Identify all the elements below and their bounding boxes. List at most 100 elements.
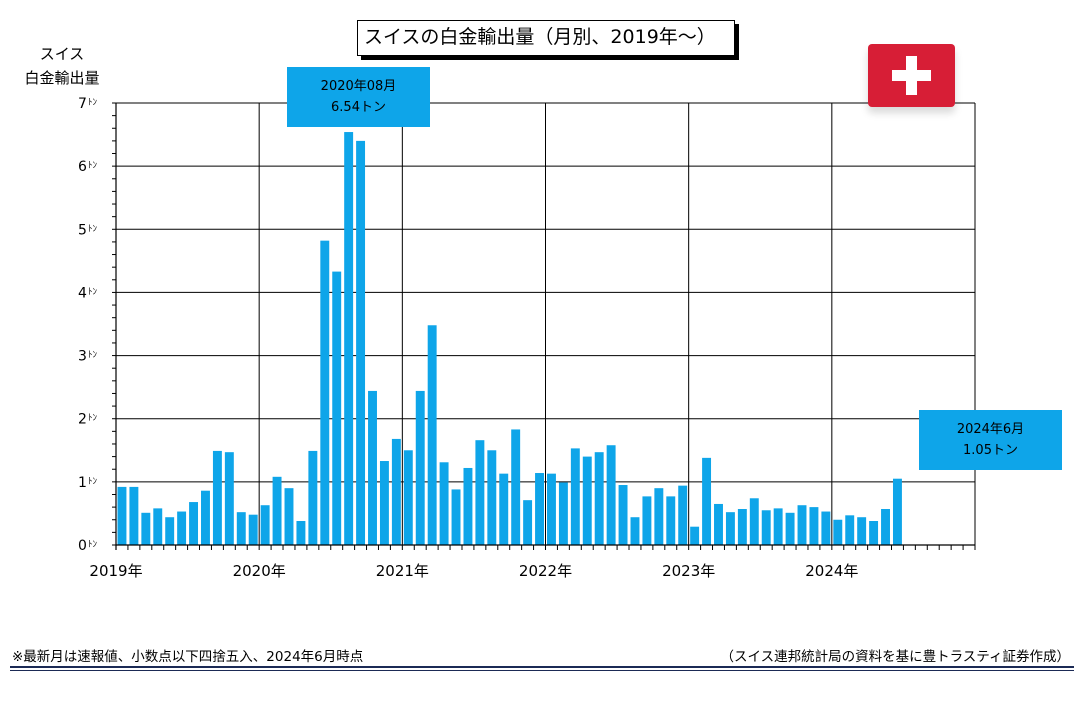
bar: [236, 512, 246, 545]
bar: [725, 512, 735, 545]
y-tick-unit: ﾄﾝ: [88, 414, 98, 424]
latest-callout-value: 1.05トン: [963, 443, 1018, 458]
bar: [809, 507, 819, 545]
y-tick-label: 2: [78, 412, 87, 428]
bar: [117, 486, 127, 545]
bar: [511, 429, 521, 545]
bar: [869, 521, 879, 545]
bar: [320, 240, 330, 545]
bar: [523, 500, 533, 545]
y-tick-label: 5: [78, 222, 87, 238]
bar: [463, 467, 473, 545]
bar: [857, 517, 867, 545]
bar: [547, 473, 556, 545]
bar: [201, 490, 210, 545]
bar: [439, 462, 449, 545]
swiss-flag-icon: [868, 44, 955, 107]
peak-callout: 2020年08月 6.54トン: [287, 67, 430, 127]
bar: [749, 498, 759, 545]
y-tick-label: 4: [78, 285, 87, 301]
bar: [344, 132, 354, 545]
y-tick-label: 1: [78, 475, 87, 491]
y-tick-unit: ﾄﾝ: [88, 224, 98, 234]
bar: [773, 508, 783, 545]
bar: [451, 489, 461, 545]
bar: [177, 511, 187, 545]
bar: [785, 512, 795, 545]
footer-rule: [10, 666, 1074, 668]
bar: [427, 325, 437, 545]
y-tick-unit: ﾄﾝ: [88, 98, 98, 108]
y-tick-label: 3: [78, 349, 87, 365]
y-tick-unit: ﾄﾝ: [88, 477, 98, 487]
bar: [666, 496, 676, 545]
x-year-label: 2019年: [89, 562, 142, 580]
bar: [702, 457, 712, 545]
bar: [845, 515, 855, 545]
x-year-label: 2024年: [805, 562, 858, 580]
bar: [714, 503, 723, 545]
y-tick-label: 0: [78, 538, 87, 554]
chart-title: スイスの白金輸出量（月別、2019年～）: [357, 20, 735, 56]
bar: [690, 526, 700, 545]
bar: [368, 390, 377, 545]
x-year-label: 2020年: [233, 562, 286, 580]
bar: [892, 478, 902, 545]
y-tick-unit: ﾄﾝ: [88, 351, 98, 361]
bar: [797, 505, 807, 545]
bar: [189, 502, 199, 545]
bar: [630, 517, 640, 545]
bar: [332, 271, 342, 545]
latest-callout-date: 2024年6月: [956, 422, 1025, 437]
y-tick-label: 6: [78, 159, 87, 175]
bar: [642, 496, 652, 545]
x-year-label: 2023年: [662, 562, 715, 580]
bar: [582, 456, 592, 545]
x-year-label: 2022年: [519, 562, 572, 580]
bar: [654, 488, 664, 545]
bar: [737, 509, 747, 545]
y-axis-label-line2: 白金輸出量: [24, 69, 100, 87]
y-axis-label: スイス 白金輸出量: [18, 42, 106, 90]
bar: [821, 511, 831, 545]
bar: [379, 461, 389, 545]
bar: [761, 510, 771, 545]
y-tick-unit: ﾄﾝ: [88, 287, 98, 297]
bar: [475, 440, 485, 545]
bar: [881, 509, 890, 545]
bar: [308, 450, 318, 545]
y-axis-label-line1: スイス: [39, 45, 85, 63]
bar: [272, 476, 282, 545]
footer-rule-thin: [10, 670, 1074, 671]
bar: [606, 445, 616, 545]
bar: [594, 452, 604, 545]
footnote: ※最新月は速報値、小数点以下四捨五入、2024年6月時点: [12, 649, 364, 665]
latest-callout: 2024年6月 1.05トン: [919, 410, 1062, 470]
bar: [248, 514, 258, 545]
bar: [415, 390, 425, 545]
bar: [284, 488, 294, 545]
peak-callout-value: 6.54トン: [331, 100, 386, 115]
bar: [165, 517, 175, 545]
bar: [153, 508, 163, 545]
bar: [487, 450, 497, 545]
y-tick-unit: ﾄﾝ: [88, 540, 98, 550]
peak-callout-date: 2020年08月: [320, 79, 397, 94]
bar: [391, 438, 401, 545]
bar: [129, 486, 139, 545]
bar: [356, 140, 366, 545]
bar: [212, 450, 222, 545]
bar: [558, 482, 568, 545]
source-note: （スイス連邦統計局の資料を基に豊トラスティ証券作成）: [720, 649, 1070, 665]
bar: [678, 485, 688, 545]
bar: [224, 452, 234, 545]
bar: [499, 473, 509, 545]
bar: [618, 485, 628, 545]
y-tick-unit: ﾄﾝ: [88, 161, 98, 171]
bar: [296, 521, 306, 545]
bar: [403, 450, 413, 545]
y-tick-label: 7: [78, 96, 87, 112]
bar: [535, 473, 544, 545]
bar: [141, 512, 151, 545]
